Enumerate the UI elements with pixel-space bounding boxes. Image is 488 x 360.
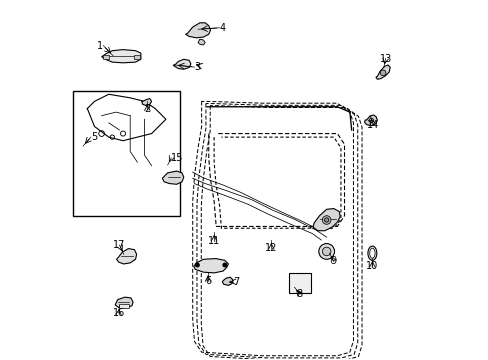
Text: 2: 2 — [144, 104, 150, 113]
Text: 7: 7 — [233, 277, 239, 287]
Ellipse shape — [367, 246, 376, 260]
Text: 3: 3 — [194, 62, 200, 72]
Text: 1: 1 — [97, 41, 103, 51]
Text: 4: 4 — [219, 23, 225, 33]
Polygon shape — [198, 39, 205, 45]
Polygon shape — [173, 59, 190, 69]
Circle shape — [322, 247, 330, 256]
Ellipse shape — [369, 248, 374, 258]
Polygon shape — [142, 99, 151, 106]
Text: 8: 8 — [296, 289, 302, 299]
Circle shape — [324, 218, 328, 222]
Circle shape — [380, 70, 385, 76]
Polygon shape — [102, 50, 141, 63]
Circle shape — [223, 263, 226, 267]
Text: 17: 17 — [113, 240, 125, 250]
Text: 14: 14 — [366, 120, 379, 130]
Bar — [103, 55, 108, 59]
Polygon shape — [193, 258, 228, 273]
Polygon shape — [364, 115, 377, 126]
Text: 13: 13 — [379, 54, 391, 64]
Text: 6: 6 — [204, 276, 211, 286]
Polygon shape — [185, 23, 210, 38]
Text: 11: 11 — [207, 236, 220, 246]
Bar — [288, 273, 310, 293]
Text: 10: 10 — [366, 261, 378, 271]
Circle shape — [322, 216, 330, 224]
Polygon shape — [116, 249, 136, 264]
Polygon shape — [222, 277, 233, 285]
Circle shape — [318, 244, 334, 259]
Polygon shape — [375, 65, 389, 79]
Circle shape — [195, 263, 199, 267]
Text: 15: 15 — [171, 153, 183, 163]
Text: 16: 16 — [112, 308, 124, 318]
Polygon shape — [162, 171, 183, 184]
Bar — [119, 303, 129, 308]
Text: 5: 5 — [91, 132, 97, 142]
Text: 9: 9 — [330, 256, 336, 266]
Text: 12: 12 — [264, 243, 277, 253]
Polygon shape — [115, 297, 133, 308]
Bar — [134, 55, 140, 59]
Polygon shape — [312, 208, 340, 231]
Bar — [73, 91, 180, 216]
